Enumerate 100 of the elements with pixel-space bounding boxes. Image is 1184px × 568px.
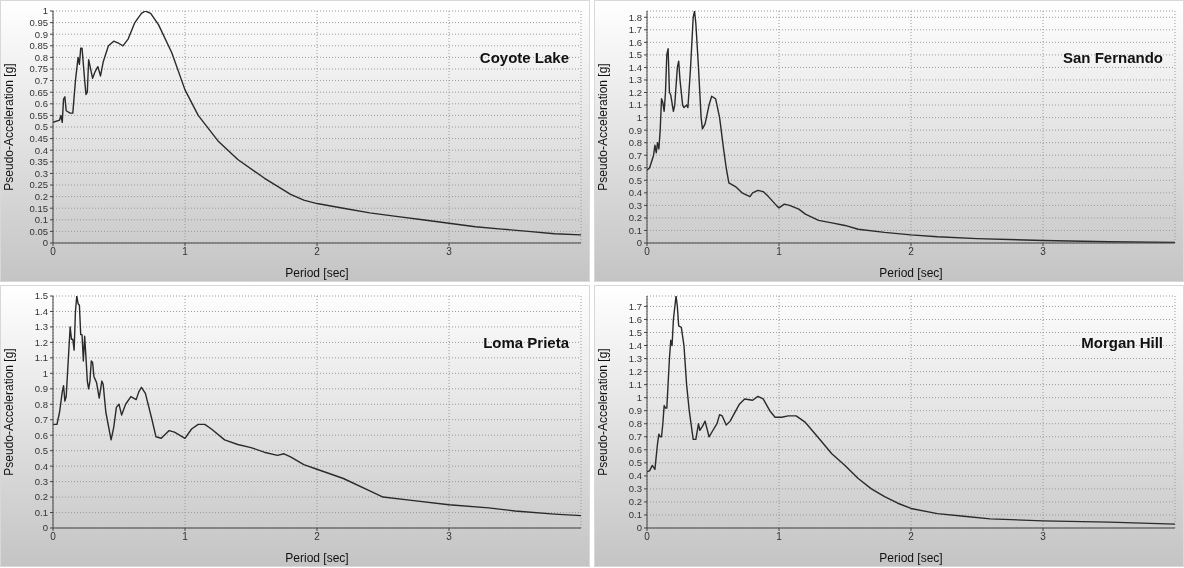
y-tick-label: 0.2 [34,190,48,202]
x-axis-title: Period [sec] [285,551,349,565]
y-tick-label: 0.1 [628,509,642,521]
y-tick-label: 0.8 [34,51,48,63]
x-tick-label: 2 [908,246,915,258]
y-tick-label: 1.2 [34,336,48,348]
y-tick-label: 0.5 [628,457,642,469]
y-tick-label: 1.2 [628,365,642,377]
text: Loma Prieta [483,334,569,351]
y-tick-label: 0.3 [34,475,48,487]
y-tick-label: 0.8 [34,398,48,410]
y-tick-label: 1 [42,367,48,379]
y-tick-label: 0.9 [34,28,48,40]
y-tick-label: 0.5 [34,445,48,457]
x-axis-title: Period [sec] [879,551,943,565]
y-tick-label: 0 [636,237,642,249]
y-tick-label: 1.1 [628,379,642,390]
y-tick-label: 0.9 [34,383,48,395]
y-tick-label: 0.15 [29,202,48,214]
y-tick-label: 0.95 [29,16,48,28]
y-axis-title: Pseudo-Acceleration [g] [2,348,17,476]
y-tick-label: 1.7 [628,300,642,312]
y-tick-label: 0.7 [34,414,48,426]
y-tick-label: 0.6 [34,429,48,441]
y-tick-label: 0.8 [628,418,642,430]
y-axis-title: Pseudo-Acceleration [g] [596,63,611,191]
y-tick-label: 0.6 [628,444,642,456]
x-tick-label: 3 [446,246,453,258]
y-tick-label: 0.65 [29,86,48,98]
y-tick-label: 0.25 [29,179,48,191]
x-tick-label: 2 [908,531,915,543]
y-tick-label: 0.35 [29,156,48,168]
y-tick-label: 1 [42,5,48,17]
y-tick-label: 0.9 [628,405,642,417]
y-tick-label: 1.3 [628,74,642,86]
x-tick-label: 2 [314,531,321,543]
y-tick-label: 0.1 [628,224,642,236]
y-tick-label: 0.3 [628,199,642,211]
x-tick-label: 1 [182,531,189,543]
x-tick-label: 2 [314,246,321,258]
x-tick-label: 0 [644,246,651,258]
y-tick-label: 1.1 [34,352,48,364]
y-tick-label: 0.4 [34,144,48,156]
x-tick-label: 1 [776,531,783,543]
y-tick-label: 0.4 [34,460,48,472]
y-tick-label: 1.5 [34,290,48,302]
y-tick-label: 0.05 [29,225,48,237]
line-series [647,296,1175,525]
y-tick-label: 1 [636,392,642,404]
y-tick-label: 0.5 [628,174,642,186]
y-tick-label: 0.2 [628,212,642,224]
x-tick-label: 1 [182,246,189,258]
y-tick-label: 0.55 [29,109,48,121]
y-tick-label: 0.7 [34,74,48,86]
y-tick-label: 1.4 [628,61,642,73]
y-tick-label: 0.5 [34,121,48,133]
y-tick-label: 0.2 [628,496,642,508]
y-tick-label: 0.6 [34,98,48,110]
y-tick-label: 1.8 [628,11,642,23]
y-tick-label: 0.1 [34,214,48,226]
y-tick-label: 0.4 [628,187,642,199]
y-tick-label: 0.4 [628,470,642,482]
y-tick-label: 0.85 [29,40,48,52]
y-tick-label: 0.8 [628,137,642,149]
x-tick-label: 1 [776,246,783,258]
x-tick-label: 3 [446,531,453,543]
x-tick-label: 3 [1040,531,1047,543]
y-tick-label: 1.1 [628,99,642,111]
x-axis-title: Period [sec] [285,266,349,280]
y-axis-title: Pseudo-Acceleration [g] [2,63,17,191]
x-tick-label: 0 [50,246,57,258]
y-tick-label: 0.7 [628,149,642,161]
y-tick-label: 1.6 [628,313,642,325]
y-tick-label: 0.9 [628,124,642,136]
y-tick-label: 1.5 [628,49,642,61]
x-axis-title: Period [sec] [879,266,943,280]
y-tick-label: 1 [636,111,642,123]
y-tick-label: 1.4 [34,305,48,317]
y-tick-label: 0.7 [628,431,642,443]
y-tick-label: 1.2 [628,86,642,98]
y-tick-label: 0.1 [34,506,48,518]
y-tick-label: 0.6 [628,162,642,174]
y-tick-label: 1.3 [34,321,48,333]
y-tick-label: 1.5 [628,326,642,338]
y-tick-label: 0.2 [34,491,48,503]
x-tick-label: 0 [50,531,57,543]
y-tick-label: 1.6 [628,36,642,48]
x-tick-label: 3 [1040,246,1047,258]
x-tick-label: 0 [644,531,651,543]
y-tick-label: 1.7 [628,24,642,36]
text: San Fernando [1062,49,1163,66]
y-tick-label: 0 [42,522,48,534]
y-tick-label: 0.45 [29,132,48,144]
y-tick-label: 1.3 [628,352,642,364]
text: Morgan Hill [1081,334,1163,351]
y-tick-label: 0.3 [34,167,48,179]
text: Coyote Lake [479,49,569,66]
y-tick-label: 0 [42,237,48,249]
y-tick-label: 1.4 [628,339,642,351]
y-tick-label: 0.3 [628,483,642,495]
